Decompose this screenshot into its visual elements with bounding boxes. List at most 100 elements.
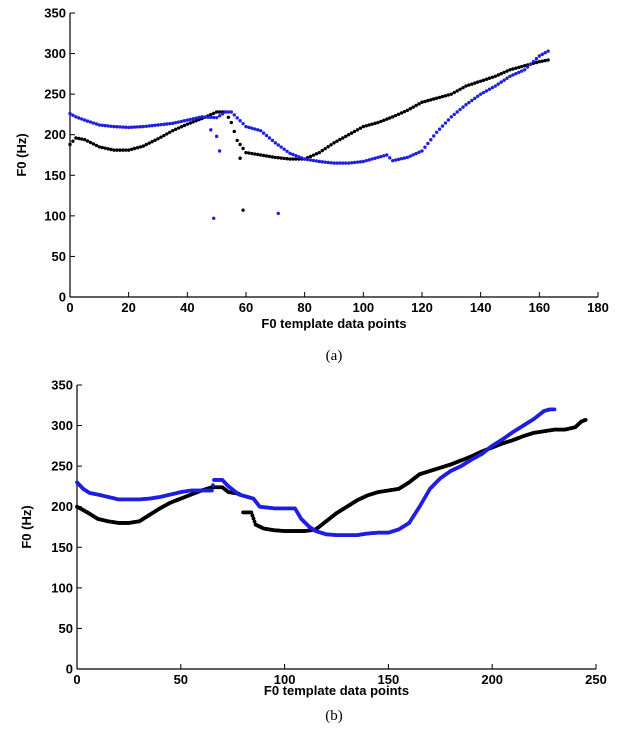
data-point	[352, 129, 357, 134]
data-point	[77, 136, 81, 141]
data-point	[417, 102, 421, 106]
data-point	[251, 516, 256, 521]
data-point	[138, 145, 143, 149]
data-point	[288, 157, 292, 161]
data-point	[291, 157, 295, 161]
x-tick-label: 20	[121, 300, 135, 315]
data-point	[182, 123, 187, 128]
data-point	[85, 119, 90, 123]
data-point	[238, 142, 242, 147]
y-axis-label: F0 (Hz)	[19, 505, 34, 548]
data-point	[487, 76, 492, 80]
data-point	[241, 121, 245, 126]
data-point	[244, 124, 248, 129]
data-point	[179, 125, 184, 129]
data-point	[458, 107, 462, 112]
data-point	[320, 160, 324, 164]
x-axis-label: F0 template data points	[261, 316, 406, 331]
x-tick-label: 160	[528, 300, 550, 315]
data-point	[373, 121, 377, 126]
data-point	[496, 82, 500, 86]
data-point	[124, 125, 128, 129]
data-point	[420, 149, 424, 153]
data-point	[191, 120, 195, 124]
data-point	[103, 146, 107, 150]
data-point	[393, 158, 398, 162]
data-point	[323, 146, 327, 151]
y-tick-label: 200	[44, 127, 66, 142]
data-point	[399, 157, 404, 161]
data-point	[423, 99, 427, 104]
x-tick-label: 0	[73, 672, 80, 687]
data-point	[156, 137, 160, 141]
data-point	[505, 76, 509, 80]
data-point	[279, 156, 283, 160]
data-point	[335, 139, 339, 143]
data-point	[335, 161, 339, 165]
data-point	[314, 152, 319, 156]
data-point	[124, 148, 128, 152]
data-point	[106, 124, 110, 128]
data-point	[417, 150, 421, 154]
x-tick-label: 100	[352, 300, 374, 315]
data-point	[232, 129, 236, 134]
data-point	[209, 115, 213, 120]
data-point	[264, 133, 269, 138]
data-point	[478, 92, 483, 96]
data-point	[282, 147, 286, 151]
data-point	[481, 78, 486, 82]
data-point	[505, 69, 509, 73]
data-point	[367, 158, 371, 162]
data-point	[514, 66, 518, 70]
data-point	[540, 52, 544, 57]
data-point	[176, 120, 181, 124]
data-point	[522, 68, 527, 72]
data-point	[540, 59, 544, 63]
outlier-point	[276, 211, 280, 216]
data-point	[279, 145, 283, 149]
data-point	[493, 74, 498, 78]
data-point	[147, 124, 151, 128]
data-point	[197, 115, 201, 120]
data-point	[270, 138, 275, 143]
data-point	[109, 147, 113, 152]
data-point	[162, 133, 166, 138]
data-point	[385, 153, 389, 157]
x-tick-label: 100	[274, 672, 296, 687]
data-point	[170, 121, 175, 126]
data-point	[338, 137, 342, 142]
data-point	[173, 127, 178, 132]
data-point	[393, 113, 398, 118]
data-point	[285, 157, 289, 161]
data-point	[273, 155, 278, 160]
data-point	[82, 137, 87, 142]
data-point	[121, 148, 125, 152]
data-point	[467, 100, 471, 105]
data-point	[80, 117, 84, 121]
data-point	[543, 51, 547, 55]
data-point	[211, 483, 215, 488]
data-point	[379, 154, 383, 159]
y-axis-label: F0 (Hz)	[14, 133, 29, 176]
data-point	[179, 119, 184, 124]
data-point	[499, 80, 503, 84]
data-point	[484, 89, 489, 93]
y-tick-label: 0	[66, 662, 73, 677]
data-point	[326, 160, 330, 165]
data-point	[346, 161, 351, 165]
data-point	[455, 89, 459, 93]
outlier-point	[217, 149, 222, 153]
data-point	[332, 161, 336, 165]
data-point	[344, 161, 348, 165]
data-point	[270, 155, 275, 159]
outlier-point	[238, 156, 242, 160]
data-point	[434, 130, 439, 134]
data-point	[244, 150, 248, 155]
data-point	[583, 417, 588, 422]
data-point	[194, 119, 198, 123]
data-point	[511, 73, 515, 77]
data-point	[358, 126, 363, 130]
data-point	[364, 158, 368, 163]
data-point	[126, 125, 131, 130]
data-point	[212, 111, 216, 115]
